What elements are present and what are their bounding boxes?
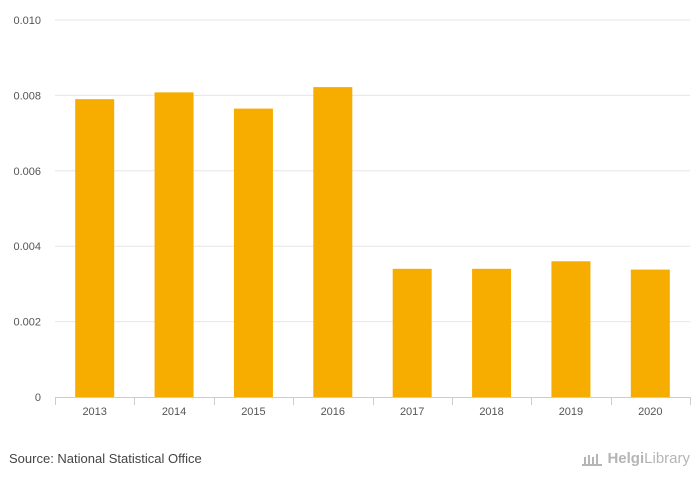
y-tick-label: 0.010 <box>13 15 41 27</box>
x-tick-label: 2015 <box>241 406 265 418</box>
y-tick-label: 0.006 <box>13 166 41 178</box>
brand-logo: HelgiLibrary <box>581 450 690 467</box>
brand-name-bold: Helgi <box>607 450 645 467</box>
bars <box>75 87 670 398</box>
source-note: Source: National Statistical Office <box>9 451 202 466</box>
x-tick-label: 2014 <box>162 406 186 418</box>
x-tick-label: 2017 <box>400 406 424 418</box>
y-tick-label: 0.004 <box>13 241 41 253</box>
brand-name-light: Library <box>644 450 690 467</box>
x-tick-label: 2016 <box>321 406 345 418</box>
x-tick-label: 2020 <box>638 406 662 418</box>
library-columns-icon <box>582 453 603 466</box>
x-tick-label: 2019 <box>559 406 583 418</box>
bar-2015[interactable] <box>233 108 273 397</box>
bar-2014[interactable] <box>154 92 194 397</box>
y-axis-labels: 0 0.002 0.004 0.006 0.008 0.010 <box>13 15 41 404</box>
bar-2019[interactable] <box>551 261 591 397</box>
bar-2020[interactable] <box>630 269 670 397</box>
x-tick-label: 2013 <box>82 406 106 418</box>
bar-2018[interactable] <box>472 268 512 397</box>
bar-2017[interactable] <box>392 268 432 397</box>
x-axis: 2013 2014 2015 2016 2017 2018 2019 2020 <box>55 397 691 418</box>
y-tick-label: 0.008 <box>13 90 41 102</box>
gridlines <box>55 19 690 323</box>
bar-2016[interactable] <box>313 87 353 397</box>
x-tick-label: 2018 <box>479 406 503 418</box>
y-tick-label: 0.002 <box>13 317 41 329</box>
y-tick-label: 0 <box>35 392 41 404</box>
bar-2013[interactable] <box>75 99 115 398</box>
